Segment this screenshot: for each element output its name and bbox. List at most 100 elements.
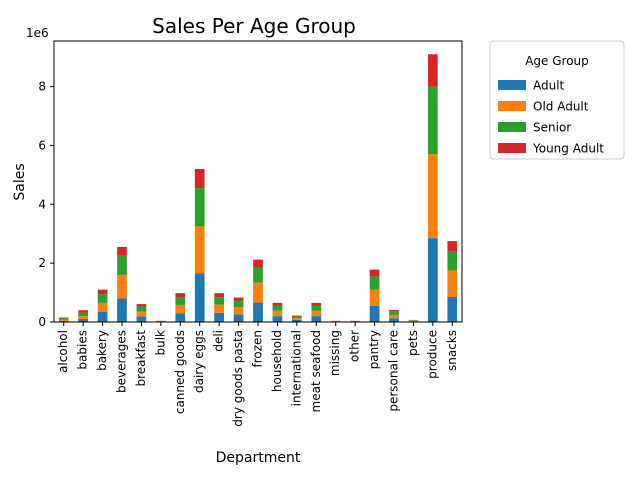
y-axis-label: Sales [12, 163, 28, 200]
x-tick-label: alcohol [56, 330, 70, 373]
x-tick-label: dairy eggs [192, 330, 206, 393]
bar-segment [370, 276, 380, 289]
bar-segment [137, 311, 147, 316]
bar-segment [389, 310, 399, 312]
x-tick-label: canned goods [173, 330, 187, 414]
bar-segment [59, 320, 69, 321]
bar-segment [78, 316, 88, 319]
legend-label: Senior [533, 121, 571, 135]
bar-segment [175, 293, 185, 297]
x-tick-label: beverages [115, 330, 129, 393]
legend-label: Adult [533, 79, 565, 93]
bar-segment [447, 251, 457, 270]
bars-layer [59, 54, 457, 322]
axis-layer: alcohol babies bakery beverages breakfast bul… [38, 80, 458, 427]
bar-segment [370, 290, 380, 306]
bar-segment [253, 283, 263, 303]
bar-segment [117, 275, 127, 299]
bar-segment [214, 313, 224, 322]
legend-title: Age Group [525, 54, 589, 68]
bar-segment [195, 188, 205, 226]
bar-segment [409, 320, 419, 321]
bar-segment [234, 307, 244, 314]
bar-segment [117, 247, 127, 256]
chart-title: Sales Per Age Group [152, 14, 356, 38]
bar-segment [195, 273, 205, 322]
bar-segment [389, 318, 399, 322]
bar-segment [292, 316, 302, 318]
bar-segment [311, 306, 321, 311]
bar-segment [137, 306, 147, 311]
bar-segment [409, 321, 419, 322]
bar-segment [311, 303, 321, 306]
x-tick-label: other [348, 330, 362, 362]
legend-swatch [498, 101, 526, 111]
bar-segment [175, 297, 185, 305]
x-tick-label: bakery [95, 330, 109, 371]
bar-segment [234, 314, 244, 322]
y-tick-label: 2 [38, 256, 46, 270]
bar-segment [273, 311, 283, 316]
bar-segment [175, 305, 185, 313]
bar-segment [117, 298, 127, 322]
bar-segment [137, 304, 147, 306]
bar-segment [117, 256, 127, 275]
bar-segment [78, 310, 88, 312]
bar-segment [78, 313, 88, 317]
legend-swatch [498, 143, 526, 153]
x-tick-label: produce [425, 330, 439, 379]
bar-segment [98, 294, 108, 303]
bar-segment [311, 316, 321, 322]
bar-segment [273, 316, 283, 322]
x-tick-label: household [270, 330, 284, 392]
bar-segment [370, 306, 380, 322]
y-axis-offset-text: 1e6 [26, 26, 49, 40]
bar-segment [389, 312, 399, 315]
legend-swatch [498, 80, 526, 90]
x-tick-label: breakfast [134, 330, 148, 387]
y-tick-label: 8 [38, 80, 46, 94]
bar-segment [98, 312, 108, 322]
x-tick-label: pantry [367, 330, 381, 369]
y-tick-label: 6 [38, 138, 46, 152]
bar-segment [175, 313, 185, 322]
bar-segment [137, 316, 147, 322]
bar-segment [292, 318, 302, 320]
bar-segment [98, 303, 108, 312]
legend-swatch [498, 122, 526, 132]
bar-segment [59, 318, 69, 319]
x-tick-label: snacks [445, 330, 459, 371]
bar-segment [253, 260, 263, 268]
legend-label: Young Adult [532, 142, 604, 156]
bar-segment [447, 271, 457, 297]
y-tick-label: 4 [38, 197, 46, 211]
bar-segment [214, 305, 224, 313]
bar-segment [214, 293, 224, 297]
bar-segment [428, 87, 438, 155]
bar-segment [273, 303, 283, 306]
x-tick-label: dry goods pasta [231, 330, 245, 427]
x-tick-label: babies [76, 330, 90, 370]
bar-segment [447, 297, 457, 322]
bar-segment [98, 290, 108, 294]
bar-segment [195, 169, 205, 188]
bar-segment [428, 154, 438, 238]
bar-segment [273, 306, 283, 311]
y-tick-label: 0 [38, 315, 46, 329]
bar-segment [234, 301, 244, 307]
bar-segment [370, 270, 380, 277]
bar-segment [253, 268, 263, 283]
bar-segment [428, 238, 438, 322]
bar-segment [234, 298, 244, 301]
bar-segment [389, 315, 399, 318]
bar-segment [428, 54, 438, 86]
x-axis-label: Department [216, 450, 301, 466]
x-tick-label: deli [212, 330, 226, 352]
bar-segment [253, 303, 263, 322]
x-tick-label: bulk [153, 330, 167, 356]
bar-segment [195, 226, 205, 273]
x-tick-label: meat seafood [309, 330, 323, 412]
bar-segment [311, 311, 321, 316]
